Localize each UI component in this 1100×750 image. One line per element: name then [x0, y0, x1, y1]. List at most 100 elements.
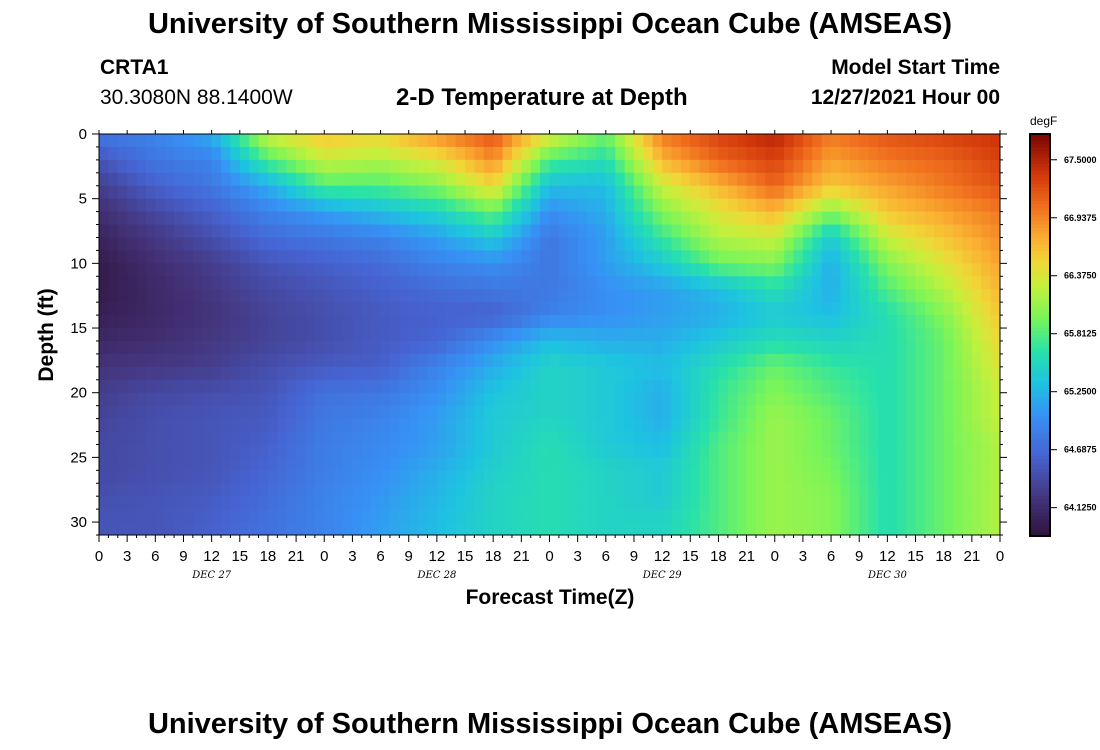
heatmap-cell [577, 379, 588, 394]
heatmap-cell [906, 496, 917, 510]
heatmap-cell [896, 224, 907, 239]
heatmap-cell [849, 418, 860, 433]
heatmap-cell [671, 444, 682, 458]
heatmap-cell [493, 509, 504, 523]
heatmap-cell [615, 315, 626, 329]
heatmap-cell [286, 379, 297, 394]
heatmap-cell [136, 198, 147, 213]
heatmap-cell [690, 509, 701, 523]
heatmap-cell [765, 418, 776, 433]
heatmap-cell [314, 159, 325, 174]
heatmap-cell [446, 211, 457, 226]
heatmap-cell [605, 172, 616, 187]
heatmap-cell [296, 509, 307, 523]
heatmap-cell [633, 237, 644, 252]
heatmap-cell [474, 379, 485, 394]
heatmap-cell [343, 315, 354, 329]
heatmap-cell [896, 263, 907, 277]
heatmap-cell [127, 444, 138, 458]
heatmap-cell [896, 289, 907, 303]
heatmap-cell [436, 379, 447, 394]
heatmap-cell [418, 470, 429, 484]
heatmap-cell [755, 509, 766, 523]
heatmap-cell [953, 276, 964, 290]
heatmap-cell [831, 237, 842, 252]
heatmap-cell [699, 483, 710, 497]
heatmap-cell [727, 392, 738, 407]
heatmap-cell [99, 457, 109, 471]
heatmap-cell [521, 379, 532, 394]
heatmap-cell [765, 457, 776, 471]
heatmap-cell [868, 276, 879, 290]
heatmap-cell [981, 185, 992, 200]
heatmap-cell [953, 198, 964, 213]
heatmap-cell [943, 496, 954, 510]
heatmap-cell [343, 405, 354, 420]
heatmap-cell [821, 289, 832, 303]
heatmap-cell [915, 483, 926, 497]
heatmap-cell [286, 431, 297, 446]
heatmap-cell [474, 224, 485, 239]
heatmap-cell [587, 172, 598, 187]
heatmap-cell [436, 496, 447, 510]
heatmap-cell [408, 483, 419, 497]
heatmap-cell [549, 198, 560, 213]
heatmap-cell [587, 224, 598, 239]
heatmap-cell [343, 522, 354, 535]
heatmap-cell [605, 340, 616, 355]
heatmap-cell [474, 457, 485, 471]
x-tick-label: 3 [348, 548, 356, 565]
heatmap-cell [624, 302, 635, 316]
model-start-label: Model Start Time [831, 56, 1000, 79]
heatmap-cell [399, 379, 410, 394]
heatmap-cell [418, 522, 429, 535]
heatmap-cell [765, 237, 776, 252]
day-label: DEC 27 [191, 570, 232, 581]
heatmap-cell [671, 418, 682, 433]
heatmap-cell [380, 237, 391, 252]
x-tick-label: 0 [320, 548, 328, 565]
heatmap-cell [455, 340, 466, 355]
heatmap-cell [643, 211, 654, 226]
heatmap-cell [183, 211, 194, 226]
heatmap-cell [211, 146, 222, 161]
heatmap-cell [924, 522, 935, 535]
heatmap-cell [709, 431, 720, 446]
x-tick-label: 12 [203, 548, 220, 565]
heatmap-cell [418, 134, 429, 148]
heatmap-cell [662, 134, 673, 148]
day-label: DEC 30 [867, 570, 908, 581]
x-tick-label: 3 [573, 548, 581, 565]
heatmap-cell [540, 379, 551, 394]
colorbar-cell [1030, 455, 1050, 460]
heatmap-cell [831, 289, 842, 303]
heatmap-cell [859, 379, 870, 394]
heatmap-cell [633, 328, 644, 342]
heatmap-cell [314, 405, 325, 420]
heatmap-cell [709, 366, 720, 381]
heatmap-cell [249, 340, 260, 355]
heatmap-cell [399, 431, 410, 446]
heatmap-cell [145, 444, 156, 458]
heatmap-cell [831, 379, 842, 394]
heatmap-cell [962, 340, 973, 355]
heatmap-cell [915, 302, 926, 316]
heatmap-cell [915, 457, 926, 471]
heatmap-cell [840, 263, 851, 277]
heatmap-cell [793, 224, 804, 239]
colorbar-cell [1030, 479, 1050, 483]
heatmap-cell [361, 328, 372, 342]
heatmap-cell [765, 366, 776, 381]
heatmap-cell [145, 198, 156, 213]
heatmap-cell [568, 392, 579, 407]
heatmap-cell [671, 522, 682, 535]
heatmap-cell [502, 379, 513, 394]
heatmap-cell [221, 340, 231, 355]
heatmap-cell [408, 315, 419, 329]
heatmap-cell [718, 509, 729, 523]
heatmap-cell [718, 457, 729, 471]
heatmap-cell [155, 315, 166, 329]
heatmap-cell [690, 159, 701, 174]
colorbar-cell [1030, 412, 1050, 416]
